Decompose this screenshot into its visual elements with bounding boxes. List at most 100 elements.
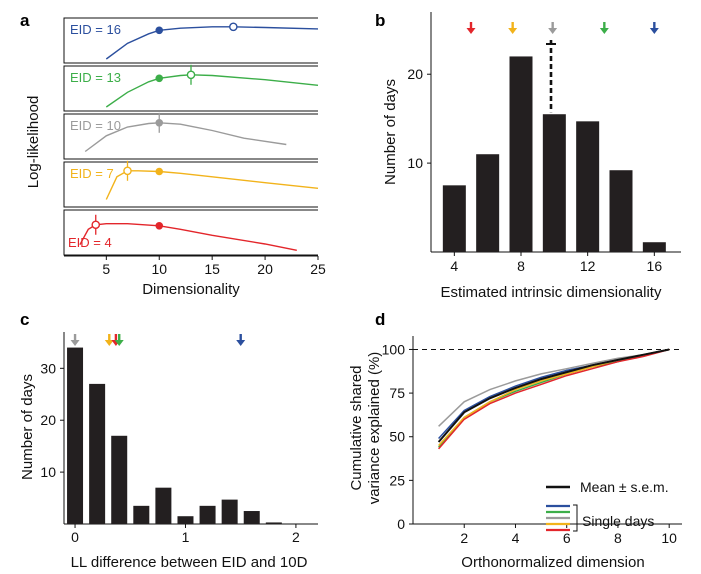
legend-mean-label: Mean ± s.e.m. bbox=[580, 479, 669, 495]
panel-d-x-tick-label: 2 bbox=[460, 530, 468, 546]
panel-a-filled-marker bbox=[155, 119, 164, 127]
panel-b-y-tick-label: 20 bbox=[407, 66, 423, 82]
panel-b-bar bbox=[442, 185, 466, 252]
legend-single-days-label: Single days bbox=[582, 513, 654, 529]
panel-a-chart: Log-likelihood Dimensionality EID = 16 EI… bbox=[25, 17, 326, 298]
panel-a-open-marker bbox=[123, 166, 132, 176]
panel-b-bar bbox=[542, 114, 566, 252]
legend-bracket bbox=[573, 504, 578, 532]
panel-c-y-tick-label: 30 bbox=[40, 360, 56, 376]
panel-c-bar bbox=[133, 505, 150, 524]
panel-a-open-marker bbox=[186, 70, 196, 80]
panel-b-arrow bbox=[508, 22, 518, 34]
panel-c-bar bbox=[177, 516, 194, 524]
panel-d-chart: Cumulative shared variance explained (%)… bbox=[348, 336, 682, 571]
panel-b-x-tick-label: 4 bbox=[450, 258, 458, 274]
panel-a-eid-label: EID = 4 bbox=[68, 235, 112, 250]
panel-c-bar bbox=[67, 347, 84, 524]
panel-d-y-tick-label: 0 bbox=[397, 516, 405, 532]
panel-b-y-tick-label: 10 bbox=[407, 155, 423, 171]
panel-a-filled-marker bbox=[155, 222, 164, 230]
panel-d-xlabel: Orthonormalized dimension bbox=[461, 554, 644, 571]
panel-d-x-tick-label: 6 bbox=[563, 530, 571, 546]
panel-c-arrow bbox=[70, 334, 80, 346]
panel-b-x-tick-label: 8 bbox=[517, 258, 525, 274]
panel-c-ylabel: Number of days bbox=[19, 374, 36, 480]
panel-c-bar bbox=[221, 499, 238, 524]
panel-a-series-line bbox=[105, 170, 319, 200]
panel-a-series-line bbox=[105, 26, 319, 60]
panel-d-y-tick-label: 75 bbox=[389, 385, 405, 401]
panel-d-ylabel-line2: variance explained (%) bbox=[366, 352, 383, 505]
panel-a-x-tick-label: 25 bbox=[310, 261, 326, 277]
panel-c-x-tick-label: 0 bbox=[71, 529, 79, 545]
panel-c-bar bbox=[111, 435, 128, 524]
panel-a-x-tick-label: 15 bbox=[204, 261, 220, 277]
panel-a-eid-label: EID = 13 bbox=[70, 70, 121, 85]
panel-label-b: b bbox=[375, 11, 385, 30]
panel-c-chart: Number of days LL difference between EID… bbox=[19, 332, 318, 571]
panel-a-row-frame bbox=[63, 17, 318, 64]
panel-b-bar bbox=[509, 56, 533, 252]
panel-d-ylabel-line1: Cumulative shared bbox=[348, 365, 365, 490]
panel-b-bar bbox=[476, 154, 500, 252]
panel-b-arrow bbox=[649, 22, 659, 34]
panel-b-arrow-head bbox=[548, 28, 558, 34]
panel-c-arrow-head bbox=[70, 340, 80, 346]
panel-a-row-frame bbox=[63, 209, 318, 256]
panel-c-bar bbox=[155, 487, 172, 524]
panel-c-x-tick-label: 2 bbox=[292, 529, 300, 545]
panel-c-x-tick-label: 1 bbox=[182, 529, 190, 545]
panel-d-single-day-line bbox=[438, 348, 670, 440]
panel-b-bar bbox=[576, 121, 600, 252]
panel-b-arrow-head bbox=[466, 28, 476, 34]
panel-b-chart: Number of days Estimated intrinsic dimen… bbox=[382, 12, 681, 301]
panel-a-open-marker bbox=[91, 220, 101, 230]
panel-d-x-tick-label: 10 bbox=[661, 530, 677, 546]
panel-d-single-day-line bbox=[438, 348, 670, 427]
panel-c-bar bbox=[199, 505, 216, 524]
panel-c-xlabel: LL difference between EID and 10D bbox=[71, 554, 308, 571]
panel-d-y-tick-label: 50 bbox=[389, 429, 405, 445]
panel-a-x-tick-label: 10 bbox=[151, 261, 167, 277]
panel-a-filled-marker bbox=[155, 74, 164, 83]
panel-c-arrow-head bbox=[114, 340, 124, 346]
panel-b-arrow bbox=[599, 22, 609, 34]
panel-a-ylabel: Log-likelihood bbox=[25, 96, 42, 189]
panel-c-arrow bbox=[104, 334, 114, 346]
panel-label-d: d bbox=[375, 310, 385, 329]
panel-d-x-tick-label: 8 bbox=[614, 530, 622, 546]
panel-a-open-marker bbox=[229, 22, 238, 32]
panel-d-single-day-line bbox=[438, 348, 670, 450]
panel-b-arrow bbox=[548, 22, 558, 34]
panel-label-c: c bbox=[20, 310, 29, 329]
panel-d-x-tick-label: 4 bbox=[512, 530, 520, 546]
panel-a-eid-label: EID = 10 bbox=[70, 118, 121, 133]
panel-a-series-line bbox=[79, 223, 297, 251]
panel-b-arrow bbox=[466, 22, 476, 34]
panel-c-bar bbox=[243, 511, 260, 524]
panel-b-arrow-head bbox=[649, 28, 659, 34]
panel-c-y-tick-label: 20 bbox=[40, 412, 56, 428]
panel-b-arrow-head bbox=[599, 28, 609, 34]
panel-c-arrow bbox=[114, 334, 124, 346]
panel-b-bar bbox=[609, 170, 633, 252]
panel-label-a: a bbox=[20, 11, 30, 30]
panel-c-bar bbox=[89, 383, 106, 524]
panel-d-y-tick-label: 25 bbox=[389, 472, 405, 488]
panel-a-filled-marker bbox=[155, 26, 164, 35]
panel-b-x-tick-label: 16 bbox=[647, 258, 663, 274]
panel-a-row-frame bbox=[63, 161, 318, 208]
panel-a-eid-label: EID = 16 bbox=[70, 22, 121, 37]
panel-b-xlabel: Estimated intrinsic dimensionality bbox=[441, 284, 662, 301]
panel-c-bar bbox=[265, 522, 282, 524]
panel-c-arrow bbox=[236, 334, 246, 346]
panel-a-x-tick-label: 20 bbox=[257, 261, 273, 277]
panel-b-x-tick-label: 12 bbox=[580, 258, 596, 274]
panel-b-ylabel: Number of days bbox=[382, 79, 399, 185]
panel-c-y-tick-label: 10 bbox=[40, 464, 56, 480]
panel-b-arrow-head bbox=[508, 28, 518, 34]
panel-d-mean-line bbox=[437, 348, 670, 443]
panel-a-x-tick-label: 5 bbox=[102, 261, 110, 277]
